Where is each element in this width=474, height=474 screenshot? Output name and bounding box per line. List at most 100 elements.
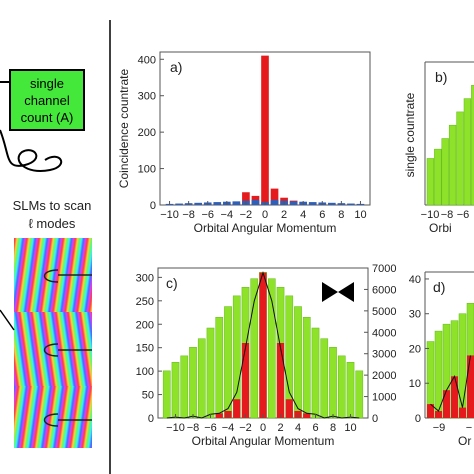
- slm-hologram-3: [14, 386, 92, 448]
- bar-blue: [213, 202, 222, 205]
- bar-green: [302, 317, 311, 419]
- y-tick-label-right: 6000: [372, 284, 396, 296]
- slm-fork-1: [43, 269, 92, 283]
- bar-green: [471, 85, 474, 206]
- x-axis-label: Orbital Angular Momentum: [192, 434, 335, 448]
- y-tick-label: 400: [138, 54, 156, 66]
- box-line-1: single: [30, 76, 64, 91]
- bar-green: [197, 338, 206, 419]
- x-tick-label: −4: [221, 209, 234, 221]
- bar-blue: [194, 202, 202, 205]
- bar-green: [426, 158, 435, 206]
- bar-green: [346, 362, 355, 419]
- chart-panel-b: b) single countrate −10 −8 −6 Orbi: [403, 61, 474, 235]
- bar-green: [463, 98, 472, 206]
- x-tick-label: 10: [344, 422, 356, 434]
- x-tick-label: 10: [354, 209, 366, 221]
- x-tick-label: −8: [187, 422, 200, 434]
- fit-curve: [166, 271, 360, 419]
- slm-beam-line: [0, 309, 15, 331]
- chart-panel-a: 0 100 200 300 400 −10 −8 −6 −4 −2 0 2 4 6 8 10 Orbital A…: [117, 51, 371, 235]
- x-tick-label: 2: [281, 209, 287, 221]
- bar-green: [215, 317, 224, 419]
- fit-curve: [430, 355, 471, 412]
- bar-red: [435, 411, 442, 418]
- bar-green: [189, 347, 197, 419]
- x-tick-label: −8: [441, 209, 454, 221]
- bar-red: [285, 399, 293, 418]
- bar-red: [261, 55, 269, 206]
- y-tick-label-left: 150: [136, 343, 154, 355]
- bar-blue: [175, 203, 183, 205]
- x-tick-label: −2: [240, 209, 253, 221]
- y-tick-label: 40: [409, 274, 421, 286]
- y-tick-label-right: 3000: [372, 349, 396, 361]
- y-tick-label: 20: [409, 343, 421, 355]
- y-axis-label: Coincidence countrate: [117, 68, 131, 188]
- x-tick-label: 8: [330, 422, 336, 434]
- panel-label: b): [435, 69, 447, 85]
- x-tick-label: −10: [421, 209, 440, 221]
- y-tick-label-right: 5000: [372, 306, 396, 318]
- y-tick-label-right: 4000: [372, 327, 396, 339]
- y-tick-label-right: 1000: [372, 392, 396, 404]
- x-tick-label: −2: [239, 422, 252, 434]
- bar-green: [224, 306, 232, 419]
- y-tick-label: 0: [150, 200, 156, 212]
- bar-red: [270, 188, 279, 205]
- x-tick-label: 0: [262, 209, 268, 221]
- bar-red: [303, 413, 311, 418]
- bar-green: [171, 362, 180, 419]
- y-tick-label-left: 0: [148, 413, 154, 425]
- box-line-2: channel: [24, 93, 70, 108]
- y-tick-label: 10: [409, 378, 421, 390]
- y-axis-label: single countrate: [403, 92, 417, 177]
- y-tick-label: 200: [138, 127, 156, 139]
- x-tick-label: −10: [166, 422, 185, 434]
- bar-red: [443, 390, 450, 418]
- x-tick-label: −9: [433, 422, 446, 434]
- x-axis-label: Or: [458, 434, 471, 448]
- bar-green: [355, 370, 364, 419]
- bar-green: [267, 278, 276, 419]
- slm-hologram-2: [14, 312, 92, 386]
- x-tick-label: 6: [319, 209, 325, 221]
- x-tick-label: −8: [182, 209, 195, 221]
- bar-red: [259, 272, 267, 418]
- bar-red: [233, 399, 241, 418]
- x-tick-label: 6: [312, 422, 318, 434]
- chart-panel-d: 0 10 20 30 40 d) −9 −Or: [409, 271, 474, 448]
- bar-blue: [347, 203, 355, 205]
- x-axis-label: Orbital Angular Momentum: [194, 221, 337, 235]
- bar-green: [434, 148, 442, 206]
- bar-red: [276, 343, 285, 418]
- single-count-box: [9, 69, 85, 131]
- y-tick-label-left: 200: [136, 319, 154, 331]
- x-tick-label: −4: [222, 422, 235, 434]
- bar-red: [427, 404, 434, 418]
- bar-blue: [328, 202, 336, 205]
- x-tick-label: 2: [277, 422, 283, 434]
- y-tick-label-left: 250: [136, 296, 154, 308]
- bar-green: [294, 306, 302, 419]
- x-tick-label: −6: [201, 209, 214, 221]
- x-tick-label: 4: [295, 422, 301, 434]
- x-tick-label: −6: [457, 209, 470, 221]
- y-tick-label-right: 2000: [372, 370, 396, 382]
- bar-red: [467, 355, 474, 418]
- bar-blue: [308, 202, 317, 205]
- bar-red: [451, 376, 458, 418]
- x-tick-label: −10: [160, 209, 179, 221]
- box-line-3: count (A): [21, 110, 74, 125]
- bar-green: [329, 347, 337, 419]
- x-tick-label: 4: [300, 209, 306, 221]
- bar-blue: [289, 201, 298, 205]
- bar-blue: [251, 199, 260, 205]
- panel-label: c): [166, 275, 178, 291]
- bar-green: [441, 138, 449, 206]
- y-tick-label-left: 50: [142, 390, 154, 402]
- fiber-cable: [0, 81, 63, 172]
- y-tick-label: 0: [415, 413, 421, 425]
- bar-green: [311, 327, 320, 419]
